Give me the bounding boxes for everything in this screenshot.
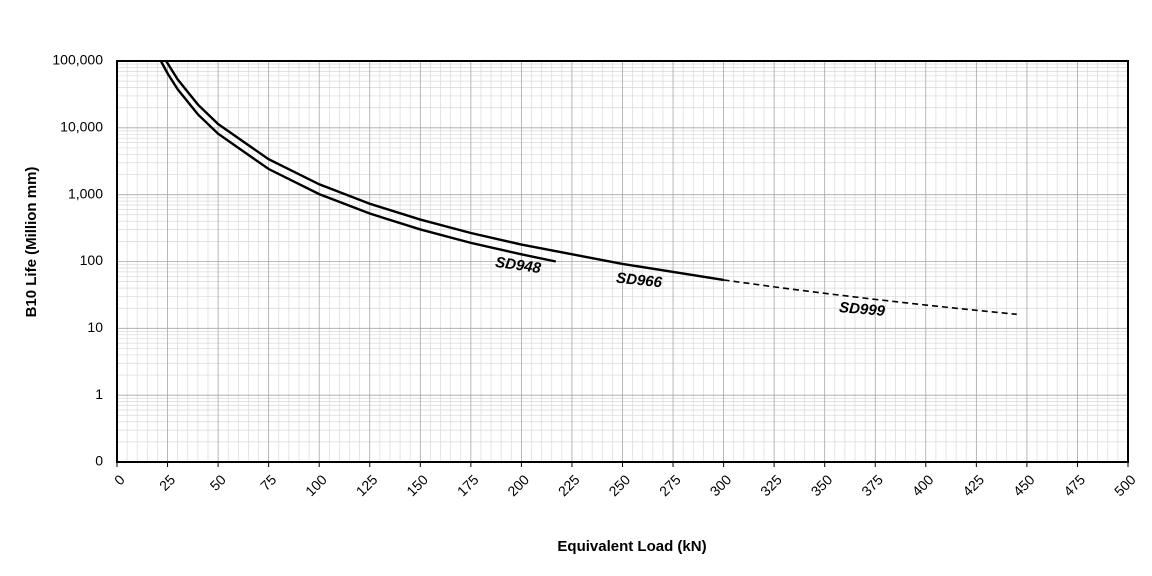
x-tick-label: 225 <box>555 471 583 499</box>
y-tick-label: 100,000 <box>52 52 103 68</box>
x-tick-label: 250 <box>605 471 633 499</box>
x-tick-label: 75 <box>257 471 279 493</box>
x-tick-label: 0 <box>111 471 128 488</box>
series-label: SD966 <box>615 270 663 292</box>
y-tick-label: 1 <box>95 386 103 402</box>
y-tick-label: 0 <box>95 453 103 469</box>
x-tick-label: 325 <box>757 471 785 499</box>
y-axis-label: B10 Life (Million mm) <box>23 167 40 318</box>
series-line <box>723 279 1017 316</box>
series-line <box>159 60 557 263</box>
y-tick-label: 1,000 <box>68 185 103 201</box>
x-tick-label: 25 <box>156 471 178 493</box>
y-tick-label: 10,000 <box>60 119 103 135</box>
x-tick-label: 375 <box>858 471 886 499</box>
x-tick-label: 100 <box>302 471 330 499</box>
x-tick-label: 175 <box>454 471 482 499</box>
x-tick-label: 500 <box>1111 471 1139 499</box>
series-label: SD999 <box>838 299 886 320</box>
x-tick-label: 400 <box>909 471 937 499</box>
x-tick-label: 475 <box>1060 471 1088 499</box>
y-tick-label: 100 <box>80 252 104 268</box>
x-tick-label: 425 <box>959 471 987 499</box>
x-tick-label: 50 <box>207 471 229 493</box>
x-tick-label: 300 <box>707 471 735 499</box>
x-tick-label: 125 <box>353 471 381 499</box>
series-line <box>165 60 724 282</box>
x-axis-label: Equivalent Load (kN) <box>557 538 706 555</box>
series-label: SD948 <box>494 254 542 277</box>
x-tick-label: 275 <box>656 471 684 499</box>
x-tick-label: 350 <box>808 471 836 499</box>
x-tick-label: 150 <box>403 471 431 499</box>
plot-frame <box>116 60 1129 463</box>
x-tick-label: 450 <box>1010 471 1038 499</box>
x-tick-label: 200 <box>504 471 532 499</box>
y-tick-label: 10 <box>87 319 103 335</box>
